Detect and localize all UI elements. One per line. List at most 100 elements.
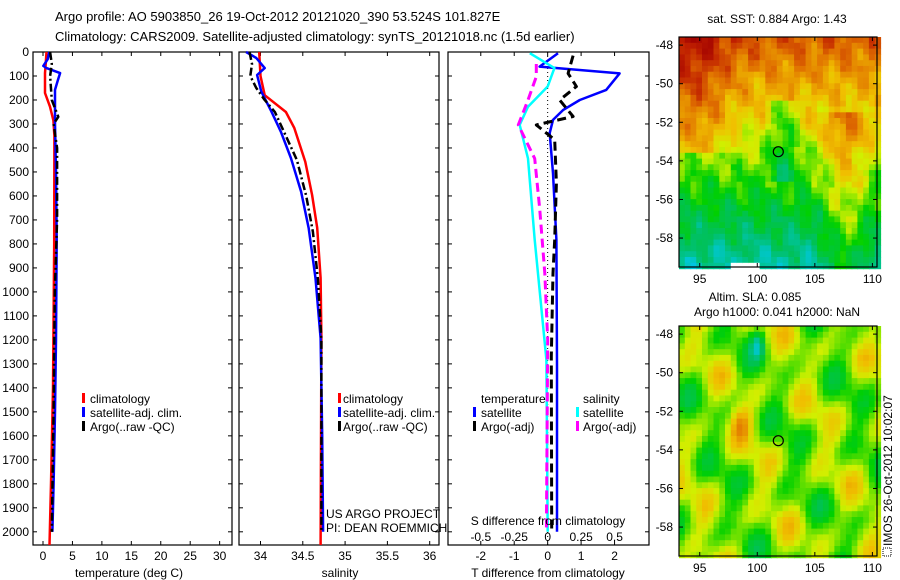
map-cell [742, 476, 749, 483]
map-cell [730, 228, 738, 235]
map-cell [679, 436, 686, 443]
map-cell [702, 453, 709, 460]
map-cell [788, 453, 795, 460]
map-cell [799, 326, 807, 333]
map-cell [799, 546, 807, 553]
map-cell [799, 453, 807, 460]
map-cell [851, 118, 859, 125]
map-cell [834, 48, 841, 55]
map-cell [788, 193, 795, 200]
legend-marker-t-argo [473, 421, 476, 431]
map-cell [748, 112, 755, 119]
map-cell [713, 54, 720, 61]
map-cell [759, 245, 766, 252]
map-cell [742, 546, 749, 553]
map-cell [776, 430, 784, 437]
map-cell [782, 430, 789, 437]
map-cell [759, 147, 766, 154]
map-cell [702, 551, 709, 559]
map-cell [696, 94, 703, 102]
map-cell [725, 135, 732, 142]
map-cell [805, 48, 812, 55]
map-cell [748, 233, 755, 241]
map-cell [845, 459, 853, 466]
map-cell [771, 42, 778, 50]
map-cell [794, 245, 801, 252]
map-cell [690, 193, 697, 200]
map-cell [845, 441, 853, 449]
map-cell [725, 534, 732, 541]
map-cell [719, 464, 726, 472]
map-cell [679, 164, 686, 171]
map-cell [857, 430, 864, 437]
map-cell [822, 170, 830, 177]
map-cell [828, 493, 836, 501]
map-cell [828, 470, 836, 478]
map-cell [702, 447, 709, 454]
map-cell [805, 464, 812, 472]
map-cell [799, 412, 807, 420]
map-cell [822, 118, 830, 125]
x-tick-label: 5 [69, 549, 76, 563]
map-cell [799, 459, 807, 466]
map-cell [690, 152, 697, 160]
map-cell [719, 181, 726, 189]
map-cell [702, 546, 709, 553]
map-cell [857, 118, 864, 125]
map-cell [707, 407, 715, 414]
map-cell [863, 141, 870, 148]
map-cell [679, 540, 686, 547]
series-line-argo-raw-qc- [248, 51, 323, 532]
map-cell [696, 499, 703, 507]
map-cell [696, 546, 703, 553]
map-cell [759, 141, 766, 148]
map-cell [863, 389, 870, 397]
map-cell [834, 378, 841, 385]
map-cell [713, 343, 720, 350]
map-cell [748, 551, 755, 559]
map-cell [834, 83, 841, 90]
map-cell [845, 528, 853, 535]
map-cell [794, 164, 801, 171]
map-cell [840, 407, 847, 414]
legend-label: Argo(..raw -QC) [90, 420, 175, 434]
map-cell [811, 42, 818, 50]
map-cell [868, 210, 876, 218]
map-cell [851, 204, 859, 212]
map-cell [719, 164, 726, 171]
map-cell [851, 326, 859, 333]
map-cell [748, 459, 755, 466]
map-cell [748, 89, 755, 96]
map-cell [748, 94, 755, 102]
map-cell [840, 135, 847, 142]
map-cell [713, 37, 720, 44]
map-cell [702, 123, 709, 131]
map-cell [690, 89, 697, 96]
map-cell [788, 48, 795, 55]
map-cell [811, 343, 818, 350]
map-cell [730, 129, 738, 136]
map-cell [765, 54, 772, 61]
map-cell [834, 505, 841, 512]
map-cell [822, 372, 830, 379]
map-cell [736, 54, 743, 61]
map-cell [874, 222, 882, 229]
map-cell [679, 54, 686, 61]
map-cell [811, 522, 818, 530]
map-cell [707, 366, 715, 373]
map-cell [794, 89, 801, 96]
map-cell [828, 187, 836, 194]
map-cell [759, 257, 766, 264]
map-cell [696, 141, 703, 148]
legend-marker-s-argo [576, 421, 579, 431]
map-cell [702, 436, 709, 443]
map-cell [725, 187, 732, 194]
map-cell [782, 37, 789, 44]
map-cell [840, 366, 847, 373]
map-cell [696, 65, 703, 73]
map-cell [822, 343, 830, 350]
map-cell [690, 343, 697, 350]
map-cell [753, 42, 761, 50]
map-cell [788, 505, 795, 512]
map-cell [679, 430, 686, 437]
